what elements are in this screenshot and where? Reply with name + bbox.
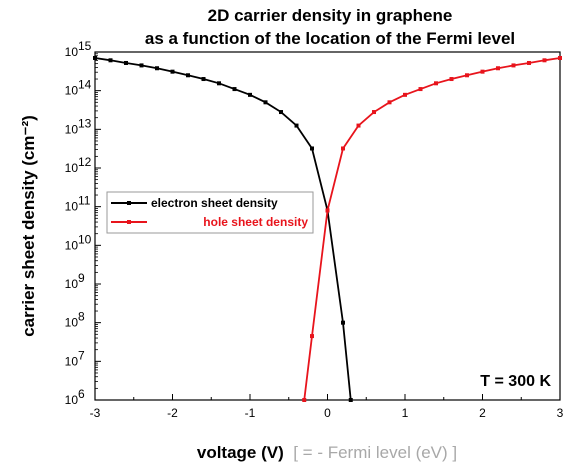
y-tick-label: 10 — [65, 354, 79, 368]
data-point-hole — [302, 398, 307, 402]
y-tick-exponent: 7 — [78, 348, 85, 362]
legend-box — [106, 191, 314, 234]
y-tick-label: 10 — [65, 316, 79, 330]
data-point-hole — [341, 146, 345, 151]
data-point-electron — [201, 77, 206, 82]
y-tick-exponent: 13 — [78, 116, 92, 130]
data-point-electron — [139, 63, 144, 68]
y-tick-label: 10 — [65, 200, 79, 214]
y-tick-label: 10 — [65, 393, 79, 407]
y-tick-exponent: 10 — [78, 232, 92, 246]
legend-label-hole: hole sheet density — [203, 215, 308, 229]
x-axis-ticks: -3 -2 -1 0 1 2 3 — [90, 394, 564, 420]
data-point-hole — [310, 334, 314, 339]
temperature-annotation: T = 300 K — [480, 373, 551, 390]
data-point-electron — [170, 69, 175, 74]
x-tick-label: -2 — [167, 406, 178, 420]
legend-marker-hole — [127, 220, 131, 224]
data-point-electron — [248, 92, 252, 97]
y-axis-label: carrier sheet density (cm⁻²) — [19, 115, 38, 337]
data-point-hole — [496, 66, 500, 71]
data-point-electron — [279, 110, 283, 115]
y-tick-exponent: 14 — [78, 78, 92, 92]
y-tick-exponent: 9 — [78, 271, 85, 285]
x-tick-label: -1 — [245, 406, 256, 420]
y-tick-exponent: 6 — [78, 387, 85, 401]
y-tick-exponent: 12 — [78, 155, 92, 169]
x-tick-label: 3 — [557, 406, 564, 420]
legend: electron sheet density hole sheet densit… — [106, 191, 314, 234]
data-point-electron — [93, 55, 97, 60]
x-axis-label-suffix: [ = - Fermi level (eV) ] — [293, 443, 457, 462]
legend-label-electron: electron sheet density — [151, 196, 278, 210]
data-point-hole — [387, 100, 392, 105]
data-point-electron — [232, 87, 237, 92]
series-line-electron — [94, 57, 352, 401]
data-point-hole — [434, 81, 438, 86]
y-tick-exponent: 15 — [78, 39, 92, 53]
data-point-hole — [372, 110, 376, 115]
data-point-electron — [294, 123, 299, 128]
chart-title-line-2: as a function of the location of the Fer… — [145, 29, 515, 48]
data-point-hole — [403, 92, 407, 97]
y-tick-label: 10 — [65, 277, 79, 291]
data-point-hole — [465, 73, 469, 78]
x-tick-label: 0 — [324, 406, 331, 420]
chart-title-line-1: 2D carrier density in graphene — [208, 6, 453, 25]
data-point-electron — [217, 81, 221, 86]
data-point-electron — [108, 58, 113, 63]
data-point-electron — [348, 398, 353, 402]
x-axis-label-group: voltage (V) [ = - Fermi level (eV) ] — [197, 443, 457, 462]
x-tick-label: -3 — [90, 406, 101, 420]
data-point-electron — [341, 320, 345, 325]
data-point-hole — [356, 123, 361, 128]
y-tick-exponent: 8 — [78, 310, 85, 324]
data-point-hole — [418, 87, 423, 92]
y-tick-exponent: 11 — [78, 194, 91, 208]
data-point-hole — [527, 60, 531, 65]
x-tick-label: 2 — [479, 406, 486, 420]
data-point-electron — [186, 73, 190, 78]
y-tick-label: 10 — [65, 84, 79, 98]
data-point-electron — [310, 146, 314, 151]
data-point-electron — [124, 60, 128, 65]
y-tick-label: 10 — [65, 122, 79, 136]
series-layer — [93, 55, 562, 402]
data-point-hole — [542, 58, 547, 63]
data-point-hole — [325, 208, 330, 213]
data-point-hole — [449, 77, 454, 82]
data-point-hole — [558, 55, 562, 60]
x-tick-label: 1 — [402, 406, 409, 420]
y-tick-label: 10 — [65, 45, 79, 59]
data-point-hole — [480, 69, 485, 74]
data-point-electron — [263, 100, 268, 105]
y-tick-label: 10 — [65, 161, 79, 175]
series-line-hole — [303, 57, 561, 401]
y-tick-label: 10 — [65, 238, 79, 252]
x-axis-label: voltage (V) — [197, 443, 284, 462]
legend-marker-electron — [127, 201, 131, 205]
data-point-hole — [511, 63, 516, 68]
data-point-electron — [155, 66, 159, 71]
